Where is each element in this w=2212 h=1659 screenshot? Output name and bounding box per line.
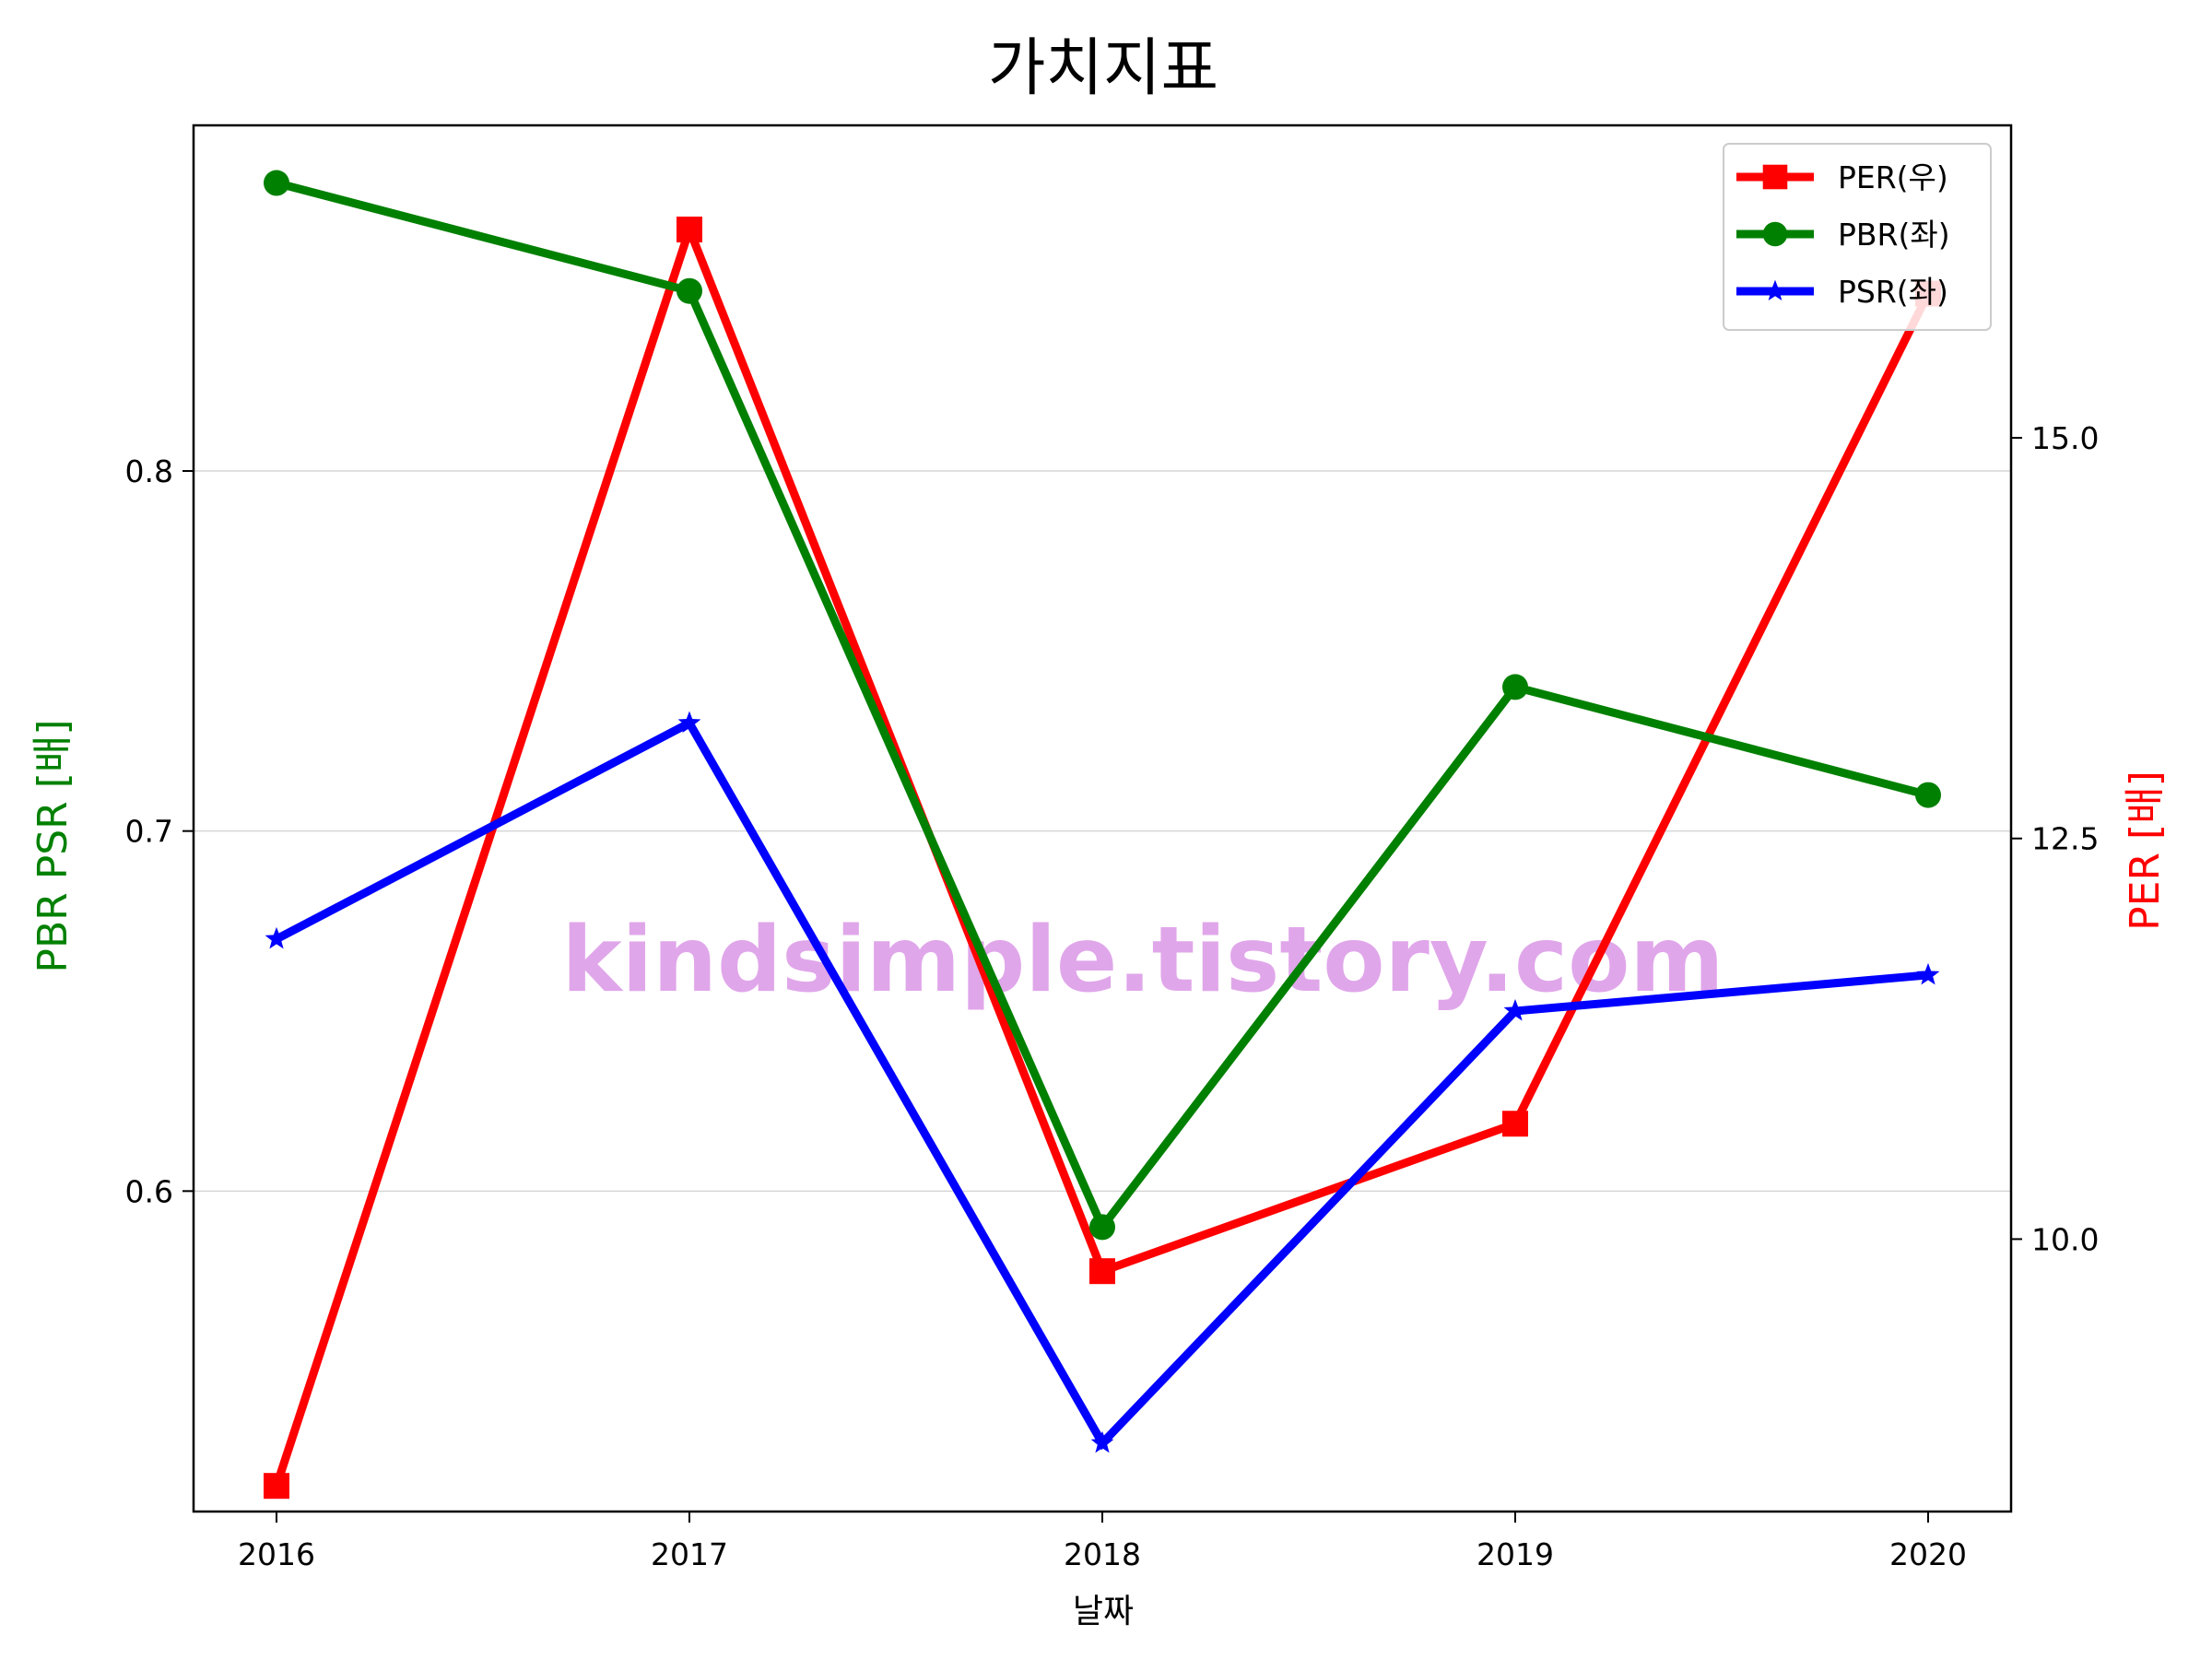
data-point-pbr [677, 277, 702, 304]
y-tick-label-left: 0.8 [125, 453, 173, 489]
series-psr [265, 711, 1940, 1453]
data-point-psr [1503, 999, 1527, 1021]
chart-title: 가치지표 [988, 32, 1218, 105]
legend-box [1723, 143, 1992, 331]
y-tick-label-left: 0.7 [125, 814, 173, 850]
data-point-pbr [264, 170, 289, 196]
data-point-per [264, 1473, 289, 1500]
y-tick-label-right: 12.5 [2031, 821, 2099, 857]
legend-marker-per [1762, 164, 1788, 190]
data-point-per [1089, 1258, 1115, 1285]
x-tick-label: 2017 [651, 1536, 728, 1572]
x-tick-label: 2016 [238, 1536, 315, 1572]
watermark-text: kindsimple.tistory.com [561, 908, 1724, 1013]
legend-label-psr: PSR(좌) [1838, 274, 1948, 310]
data-point-psr [265, 926, 288, 949]
series-layer [264, 170, 1941, 1500]
data-point-pbr [1502, 674, 1528, 700]
axis-ticks: 2016 2017 2018 2019 2020 0.6 0.7 0.8 10.0 12.5 15.… [125, 420, 2100, 1572]
y-tick-label-right: 15.0 [2031, 420, 2099, 456]
y-axis-label-left: PBR PSR [배] [29, 719, 76, 972]
y-tick-label-right: 10.0 [2031, 1221, 2099, 1257]
data-point-psr [1090, 1430, 1114, 1453]
data-point-per [1502, 1111, 1528, 1137]
legend-label-per: PER(우) [1838, 159, 1948, 195]
legend-marker-psr [1764, 279, 1786, 300]
x-axis-label: 날짜 [1073, 1593, 1134, 1630]
data-point-psr [677, 711, 701, 733]
x-tick-label: 2018 [1064, 1536, 1141, 1572]
data-point-pbr [1089, 1214, 1115, 1241]
legend: PER(우) PBR(좌) PSR(좌) [1723, 143, 1992, 331]
x-tick-label: 2020 [1889, 1536, 1967, 1572]
x-tick-label: 2019 [1477, 1536, 1554, 1572]
grid-lines [194, 470, 2011, 1193]
legend-marker-pbr [1762, 221, 1788, 247]
y-axis-label-right: PER [배] [2122, 771, 2169, 931]
data-point-psr [1916, 962, 1940, 985]
series-pbr [264, 170, 1941, 1241]
data-point-per [677, 217, 702, 243]
legend-label-pbr: PBR(좌) [1838, 217, 1950, 253]
y-tick-label-left: 0.6 [125, 1173, 173, 1209]
data-point-pbr [1915, 782, 1941, 808]
